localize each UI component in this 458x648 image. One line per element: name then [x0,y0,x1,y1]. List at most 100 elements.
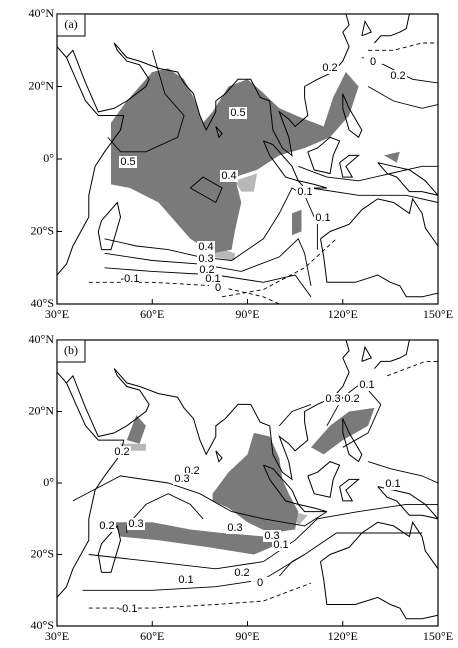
contour-label: 0.3 [325,393,340,405]
contour-label: 0.5 [230,107,245,119]
coastline [113,14,350,157]
coastline [215,450,223,463]
contour-label-bg [173,473,191,485]
contour-label-bg [127,518,145,530]
contour-label-bg [177,574,195,586]
coastline [374,14,410,44]
y-tick-label: 40°N [29,6,55,20]
coastline [377,486,438,520]
panel-label: (a) [64,17,77,31]
contour-label: 0 [257,577,263,589]
contour-line [298,165,438,182]
contour-line [126,493,204,533]
y-tick-label: 20°S [31,546,54,560]
contour-label: 0.4 [221,170,236,182]
contour-label: 0.3 [198,253,213,265]
contour-label: 0.1 [315,212,330,224]
dark-shading [111,68,359,254]
contour-label-bg [272,539,290,551]
contour-line [104,238,312,286]
contour-label-bg [197,241,215,253]
contour-label-bg [389,70,407,82]
contour-label-bg [251,577,269,589]
x-tick-label: 60°E [140,629,164,643]
coastline [339,154,360,178]
coastline [320,521,438,570]
dark-shading [212,432,299,533]
contour-label: 0.1 [273,539,288,551]
contour-label: 0.4 [198,241,213,253]
map-content [57,14,438,304]
coastline [57,46,125,276]
contour-label: 0.3 [174,473,189,485]
contour-label: 0.1 [385,478,400,490]
contour-label-bg [119,603,137,615]
dark-shading [126,415,146,444]
x-tick-label: 150°E [423,629,453,643]
contour-label: 0.5 [120,156,135,168]
contour-line [72,475,328,527]
contour-line [82,532,423,591]
contour-label: 0.3 [128,518,143,530]
coastline [66,368,150,438]
coastline [215,126,223,139]
contour-label-bg [321,62,339,74]
x-tick-label: 120°E [328,629,358,643]
contour-label-bg [314,212,332,224]
dark-shading [292,209,302,236]
x-tick-label: 90°E [235,629,259,643]
contour-line [278,403,312,427]
contour-label: 0.2 [344,393,359,405]
coastline [361,19,373,37]
contour-label: 0.1 [359,379,374,391]
coastline [97,201,122,251]
x-tick-label: 60°E [140,307,164,321]
contour-label: -0.1 [119,603,138,615]
coastline [320,238,438,298]
contour-label: 0.2 [99,520,114,532]
contour-line [222,238,337,298]
contour-label-bg [384,478,402,490]
y-tick-label: 0° [43,475,54,489]
coastline [320,197,438,247]
y-tick-label: 20°N [29,78,55,92]
contour-label-bg [98,520,116,532]
contour-label-bg [119,156,137,168]
contour-label-bg [197,253,215,265]
x-tick-label: 150°E [423,307,453,321]
contour-line [310,187,438,203]
contour-line [104,187,318,261]
coastline [97,524,122,573]
contour-line [107,50,185,153]
contour-line [367,86,438,109]
contour-label-bg [113,446,131,458]
panel-label-box [56,339,86,363]
contour-line [88,503,438,570]
contour-label: 0 [370,56,376,68]
contour-line [190,176,223,204]
dark-shading [114,522,280,555]
light-shading [234,173,257,192]
contour-line [367,461,438,484]
contour-label: -0.1 [121,273,140,285]
coastline [297,503,328,513]
y-tick-label: 0° [43,151,54,165]
y-tick-label: 40°S [31,618,54,632]
y-tick-label: 40°S [31,296,54,310]
x-tick-label: 30°E [45,307,69,321]
coastline [374,340,410,369]
coastline [342,418,363,463]
coastline [342,93,363,139]
x-tick-label: 120°E [328,307,358,321]
coastline [320,561,438,620]
dark-shading [384,151,400,163]
coastline [361,345,373,362]
coastline [57,371,125,598]
map-content [57,340,438,620]
contour-label: 0.3 [227,522,242,534]
panel-label: (b) [64,343,78,357]
contour-label-bg [296,186,314,198]
contour-line [387,360,438,377]
coastline [297,180,328,189]
